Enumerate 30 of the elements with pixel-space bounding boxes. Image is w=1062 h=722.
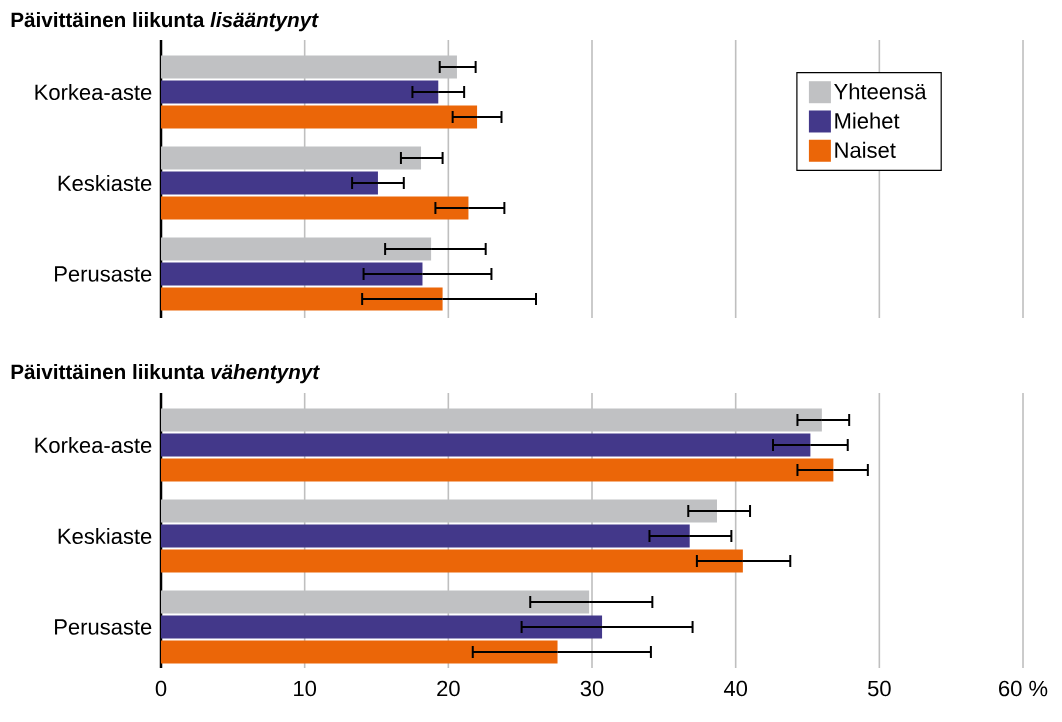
bar	[161, 287, 443, 311]
x-tick-label: 0	[155, 680, 167, 697]
bar	[161, 196, 469, 220]
legend-label: Naiset	[835, 141, 896, 158]
x-tick-label: 40	[723, 680, 748, 697]
legend-label: Miehet	[835, 112, 900, 129]
bar	[161, 549, 743, 573]
y-tick-label: Perusaste	[55, 266, 152, 282]
bar	[161, 615, 603, 639]
y-tick-label: Perusaste	[55, 619, 152, 635]
bar	[161, 262, 423, 286]
legend-label: Yhteensä	[834, 83, 927, 100]
bar	[161, 105, 478, 129]
x-tick-label: 20	[437, 680, 460, 697]
chart-title: Päivittäinen liikunta lisääntynyt	[11, 12, 319, 32]
x-tick-label: 30	[580, 680, 604, 697]
bar	[161, 171, 378, 195]
y-tick-label: Keskiaste	[58, 174, 152, 192]
bar	[161, 640, 558, 664]
bar	[161, 458, 834, 482]
x-tick-label: 10	[294, 680, 317, 697]
x-tick-label: 60 %	[999, 680, 1048, 697]
x-tick-label: 50	[867, 680, 891, 697]
chart-title: Päivittäinen liikunta vähentynyt	[11, 364, 320, 384]
bar	[161, 433, 811, 457]
bar	[161, 80, 439, 104]
y-tick-label: Korkea-aste	[35, 83, 152, 101]
bar	[161, 524, 690, 548]
y-tick-label: Keskiaste	[58, 527, 152, 545]
y-tick-label: Korkea-aste	[35, 436, 152, 454]
